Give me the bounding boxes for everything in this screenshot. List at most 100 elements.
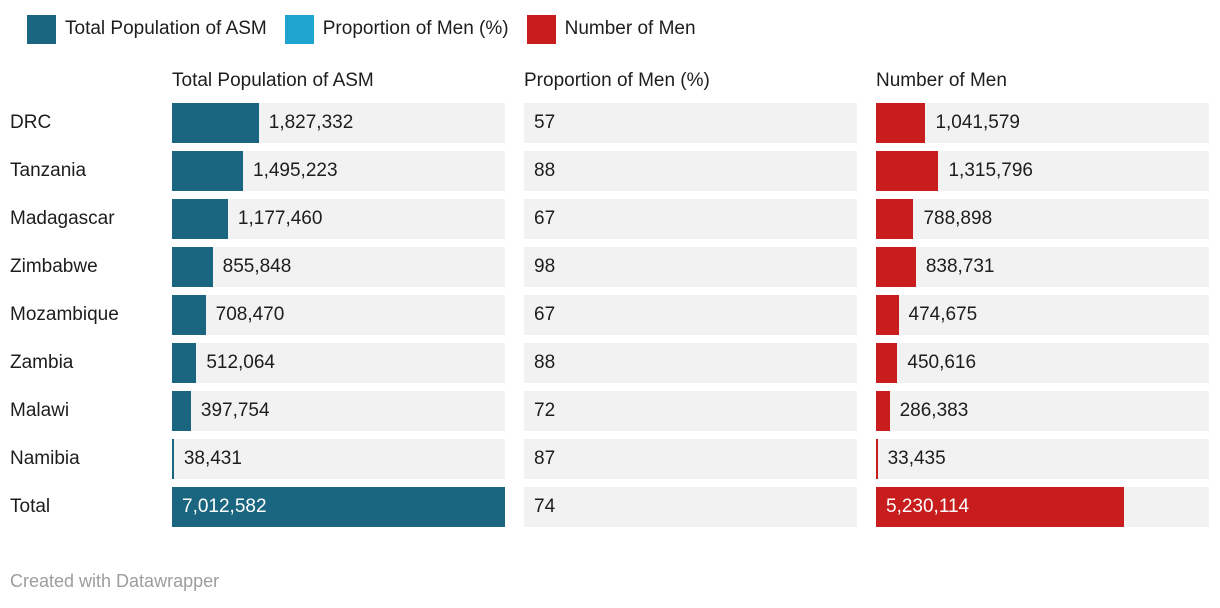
- row-label: Namibia: [10, 448, 80, 469]
- men-value: 1,315,796: [948, 160, 1033, 181]
- proportion-value: 98: [534, 256, 556, 277]
- population-value: 855,848: [222, 256, 292, 277]
- proportion-cell: 67: [524, 199, 857, 239]
- table-row: Tanzania 1,495,223 88 1,315,796: [10, 151, 1210, 191]
- legend-label: Proportion of Men (%): [322, 18, 509, 39]
- legend-label: Number of Men: [564, 18, 696, 39]
- men-bar: [876, 487, 1125, 527]
- proportion-cell: 67: [524, 295, 857, 335]
- chart-page: Total Population of ASM Proportion of Me…: [10, 14, 1210, 592]
- legend-swatch-red-icon: [526, 14, 556, 44]
- proportion-cell: 74: [524, 487, 857, 527]
- population-bar: [172, 391, 191, 431]
- proportion-value: 72: [534, 400, 556, 421]
- proportion-value: 57: [534, 112, 556, 133]
- population-value: 1,827,332: [268, 112, 354, 133]
- legend-item-total-population: Total Population of ASM: [27, 14, 267, 44]
- attribution: Created with Datawrapper: [10, 571, 1210, 592]
- column-header-total-population: Total Population of ASM: [172, 70, 374, 91]
- men-cell: 788,898: [876, 199, 1209, 239]
- proportion-value: 88: [534, 160, 556, 181]
- population-cell: 38,431: [172, 439, 505, 479]
- population-value: 397,754: [200, 400, 270, 421]
- men-cell: 5,230,114: [876, 487, 1209, 527]
- column-header-number-men: Number of Men: [876, 70, 1007, 91]
- men-cell: 1,315,796: [876, 151, 1209, 191]
- population-value: 708,470: [215, 304, 285, 325]
- population-cell: 1,827,332: [172, 103, 505, 143]
- population-bar: [172, 343, 197, 383]
- men-bar: [876, 391, 890, 431]
- men-bar: [876, 151, 939, 191]
- population-value: 7,012,582: [182, 496, 267, 517]
- population-cell: 1,177,460: [172, 199, 505, 239]
- proportion-value: 74: [534, 496, 556, 517]
- men-bar: [876, 247, 916, 287]
- table-row: Malawi 397,754 72 286,383: [10, 391, 1210, 431]
- table-row: Zimbabwe 855,848 98 838,731: [10, 247, 1210, 287]
- population-cell: 512,064: [172, 343, 505, 383]
- men-cell: 474,675: [876, 295, 1209, 335]
- men-value: 5,230,114: [886, 496, 970, 517]
- table-row: Total 7,012,582 74 5,230,114: [10, 487, 1210, 527]
- row-label: Mozambique: [10, 304, 119, 325]
- legend: Total Population of ASM Proportion of Me…: [27, 14, 1210, 44]
- population-bar: [172, 199, 228, 239]
- population-bar: [172, 439, 174, 479]
- population-cell: 7,012,582: [172, 487, 505, 527]
- proportion-cell: 88: [524, 343, 857, 383]
- row-label: Zimbabwe: [10, 256, 98, 277]
- row-label: Total: [10, 496, 51, 517]
- legend-swatch-teal-icon: [27, 14, 56, 44]
- men-bar: [876, 295, 899, 335]
- row-label: Zambia: [10, 352, 74, 373]
- population-bar: [172, 247, 213, 287]
- header-spacer: [10, 70, 153, 92]
- men-cell: 838,731: [876, 247, 1209, 287]
- men-value: 1,041,579: [935, 112, 1020, 133]
- row-label: Madagascar: [10, 208, 115, 229]
- table-row: Namibia 38,431 87 33,435: [10, 439, 1210, 479]
- men-bar: [876, 439, 878, 479]
- proportion-cell: 88: [524, 151, 857, 191]
- men-cell: 1,041,579: [876, 103, 1209, 143]
- row-label: Tanzania: [10, 160, 87, 181]
- population-cell: 397,754: [172, 391, 505, 431]
- proportion-value: 88: [534, 352, 556, 373]
- legend-swatch-blue-icon: [284, 14, 314, 44]
- men-bar: [876, 103, 926, 143]
- men-value: 838,731: [925, 256, 995, 277]
- men-cell: 450,616: [876, 343, 1209, 383]
- proportion-value: 67: [534, 208, 556, 229]
- datawrapper-link[interactable]: Created with Datawrapper: [10, 571, 220, 591]
- legend-label: Total Population of ASM: [65, 18, 267, 39]
- table-row: DRC 1,827,332 57 1,041,579: [10, 103, 1210, 143]
- men-value: 286,383: [899, 400, 969, 421]
- population-value: 1,495,223: [253, 160, 338, 181]
- row-label: Malawi: [10, 400, 70, 421]
- proportion-cell: 87: [524, 439, 857, 479]
- proportion-cell: 98: [524, 247, 857, 287]
- population-bar: [172, 103, 259, 143]
- proportion-cell: 72: [524, 391, 857, 431]
- men-bar: [876, 343, 898, 383]
- men-bar: [876, 199, 914, 239]
- proportion-value: 87: [534, 448, 556, 469]
- population-cell: 855,848: [172, 247, 505, 287]
- population-value: 512,064: [206, 352, 275, 373]
- legend-item-number-men: Number of Men: [526, 14, 696, 44]
- population-bar: [172, 151, 243, 191]
- men-cell: 286,383: [876, 391, 1209, 431]
- men-value: 33,435: [887, 448, 946, 469]
- men-value: 450,616: [907, 352, 977, 373]
- population-value: 1,177,460: [237, 208, 323, 229]
- table-row: Mozambique 708,470 67 474,675: [10, 295, 1210, 335]
- men-cell: 33,435: [876, 439, 1209, 479]
- proportion-cell: 57: [524, 103, 857, 143]
- proportion-value: 67: [534, 304, 556, 325]
- column-headers: Total Population of ASM Proportion of Me…: [10, 70, 1210, 92]
- population-bar: [172, 295, 206, 335]
- population-bar: [172, 487, 505, 527]
- population-value: 38,431: [183, 448, 242, 469]
- table-body: DRC 1,827,332 57 1,041,579 Tanzania 1,495,223…: [10, 103, 1210, 527]
